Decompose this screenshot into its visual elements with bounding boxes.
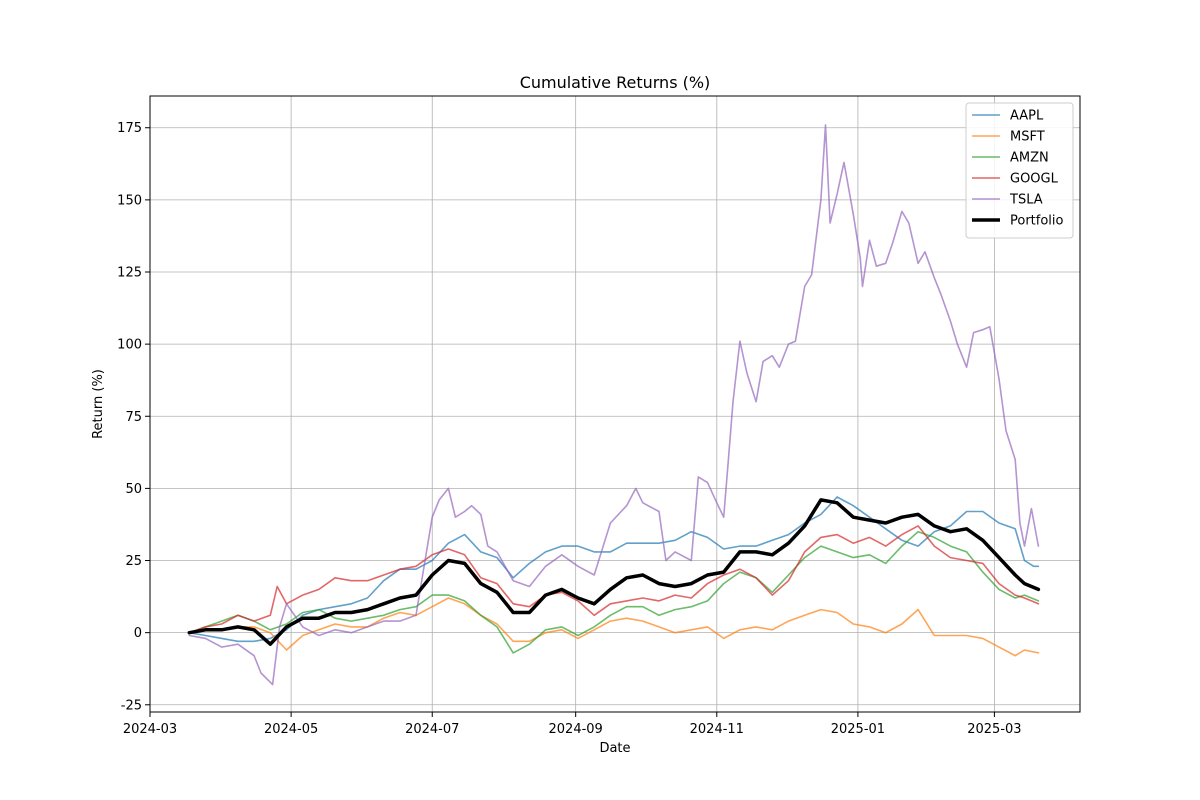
legend-label-portfolio: Portfolio (1010, 214, 1064, 229)
x-axis-ticks: 2024-03 2024-05 2024-07 2024-09 2024-11 2025-… (123, 712, 1022, 737)
y-tick-label: 25 (125, 554, 142, 569)
legend-label-googl: GOOGL (1010, 172, 1059, 187)
y-tick-label: -25 (121, 698, 142, 713)
chart-title: Cumulative Returns (%) (520, 73, 711, 92)
y-axis-ticks: -25 0 25 50 75 100 125 150 175 (117, 121, 150, 713)
series-line-googl (188, 525, 1040, 634)
y-tick-label: 50 (125, 482, 142, 497)
legend-label-aapl: AAPL (1010, 109, 1044, 124)
legend-label-msft: MSFT (1010, 130, 1045, 145)
series-line-portfolio (187, 498, 1041, 646)
grid-lines (149, 96, 1080, 712)
y-axis-label: Return (%) (91, 369, 106, 439)
x-tick-label: 2024-03 (123, 722, 177, 737)
legend: AAPL MSFT AMZN GOOGL TSLA Portfolio (965, 102, 1074, 239)
series-line-amzn (188, 530, 1040, 654)
legend-label-amzn: AMZN (1010, 151, 1049, 166)
series-line-aapl (188, 496, 1040, 643)
x-tick-label: 2024-05 (264, 722, 318, 737)
y-tick-label: 75 (125, 410, 142, 425)
x-tick-label: 2024-09 (549, 722, 603, 737)
y-tick-label: 0 (134, 626, 142, 641)
series-lines (187, 124, 1041, 686)
y-tick-label: 100 (117, 338, 142, 353)
x-tick-label: 2025-01 (831, 722, 885, 737)
series-line-tsla (188, 124, 1040, 686)
series-line-msft (188, 597, 1040, 657)
legend-label-tsla: TSLA (1009, 193, 1043, 208)
x-axis-label: Date (599, 741, 630, 756)
y-tick-label: 125 (117, 266, 142, 281)
x-tick-label: 2024-11 (690, 722, 744, 737)
y-tick-label: 175 (117, 121, 142, 136)
y-tick-label: 150 (117, 193, 142, 208)
x-tick-label: 2024-07 (405, 722, 459, 737)
x-tick-label: 2025-03 (967, 722, 1021, 737)
plot-frame (149, 95, 1081, 713)
